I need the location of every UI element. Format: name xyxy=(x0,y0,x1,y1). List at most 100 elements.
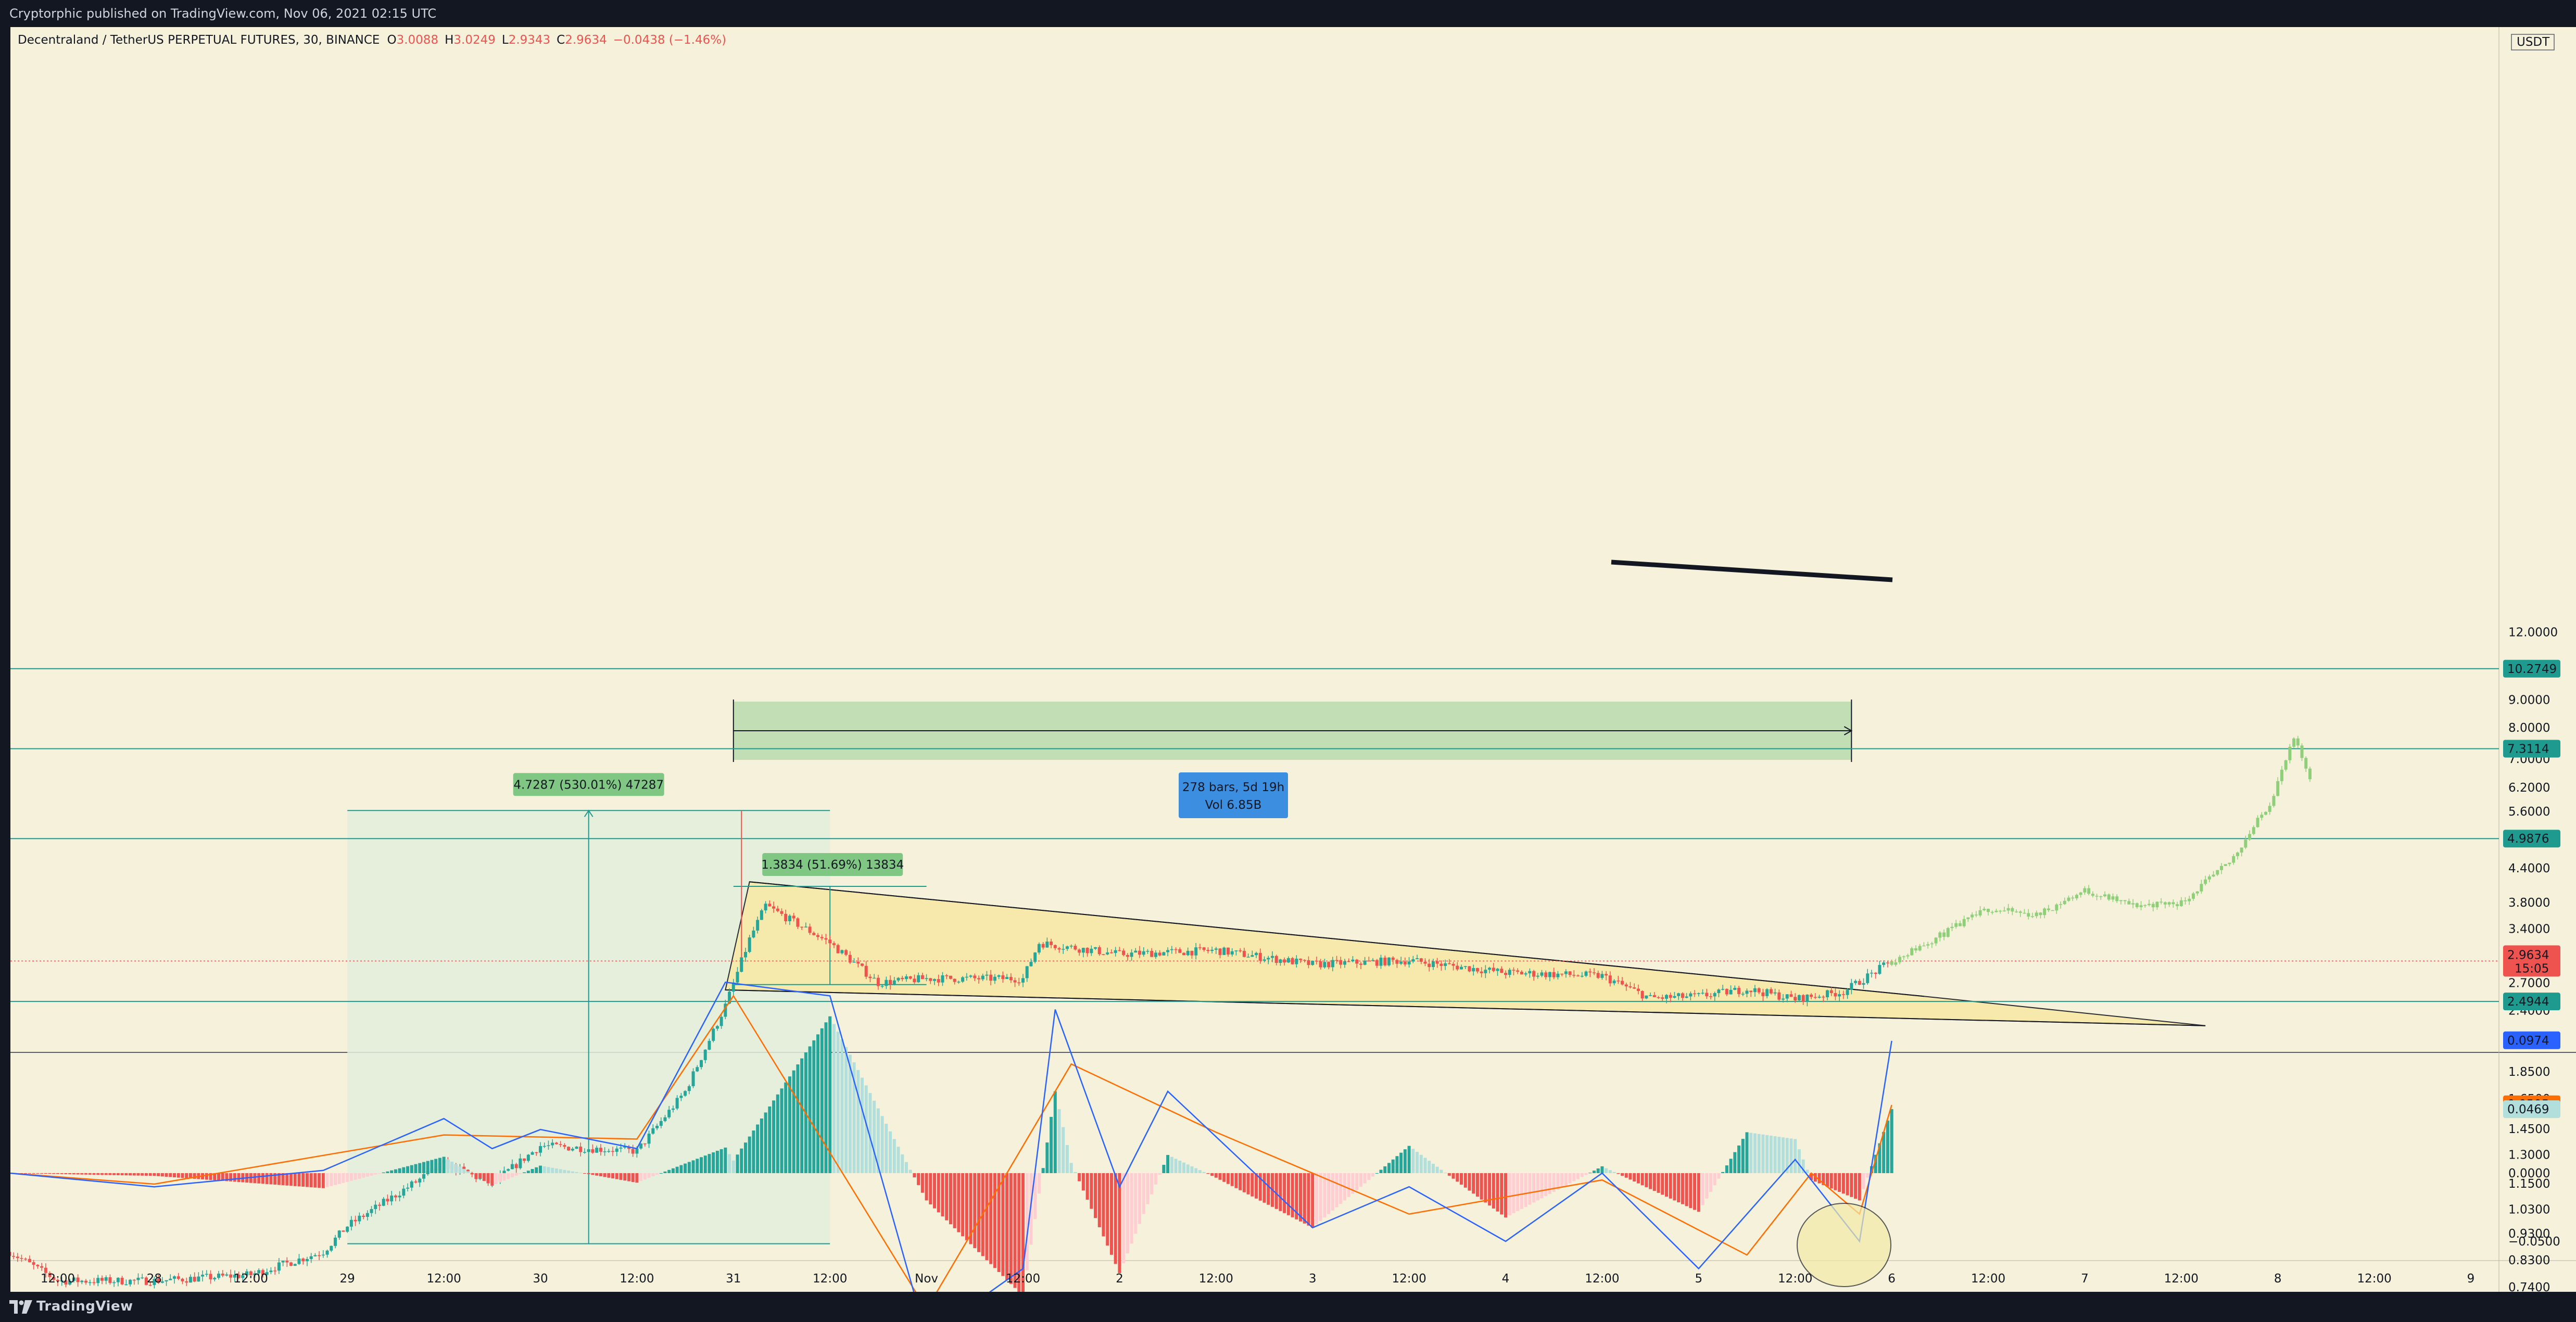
macd-axis-tick-label: 0.0000 xyxy=(2508,1167,2550,1180)
macd-histogram-bar xyxy=(1090,1173,1093,1209)
price-candle xyxy=(1773,992,1777,994)
price-candle xyxy=(217,1274,220,1278)
price-candle xyxy=(1721,989,1725,990)
macd-histogram-bar xyxy=(667,1170,671,1173)
macd-histogram-bar xyxy=(1130,1173,1133,1244)
price-candle xyxy=(687,1086,691,1091)
wedge-lower-trendline xyxy=(725,989,2206,1026)
macd-histogram-bar xyxy=(390,1170,394,1173)
price-candle xyxy=(1258,952,1262,961)
price-candle xyxy=(1327,962,1331,968)
macd-histogram-bar xyxy=(1649,1173,1652,1189)
macd-histogram-bar xyxy=(325,1173,329,1187)
projection-candle xyxy=(2139,905,2143,907)
macd-histogram-bar xyxy=(1439,1170,1443,1173)
price-candle xyxy=(1753,988,1757,993)
macd-histogram-bar xyxy=(313,1173,317,1188)
price-candle xyxy=(293,1264,297,1266)
macd-histogram-bar xyxy=(1246,1173,1250,1194)
time-axis-tick-label: 7 xyxy=(2081,1272,2089,1286)
macd-histogram-bar xyxy=(1460,1173,1463,1185)
price-candle xyxy=(1500,969,1504,973)
macd-histogram-bar xyxy=(1600,1166,1604,1173)
price-candle xyxy=(16,1256,19,1259)
price-candle xyxy=(1053,945,1057,948)
legend-close-value: 2.9634 xyxy=(565,33,607,47)
macd-histogram-bar xyxy=(1612,1172,1616,1173)
measure-range-label-bg xyxy=(513,773,664,796)
projection-candle xyxy=(1987,909,1990,912)
projection-candle xyxy=(2079,892,2082,895)
price-candle xyxy=(56,1279,59,1282)
price-candle xyxy=(1234,950,1238,951)
price-candle xyxy=(36,1265,40,1266)
macd-histogram-bar xyxy=(904,1162,908,1173)
price-candle xyxy=(1367,960,1371,962)
macd-histogram-bar xyxy=(1665,1173,1668,1197)
price-candle xyxy=(1878,964,1882,974)
price-candle xyxy=(1085,948,1089,954)
price-candle xyxy=(712,1028,715,1041)
price-candle xyxy=(1146,950,1150,952)
projection-candle xyxy=(2148,904,2151,905)
macd-histogram-bar xyxy=(1693,1173,1697,1210)
price-axis-tick-label: 9.0000 xyxy=(2508,694,2550,707)
macd-histogram-bar xyxy=(908,1170,912,1173)
price-candle xyxy=(547,1145,550,1147)
price-candle xyxy=(1681,993,1684,998)
macd-histogram-bar xyxy=(740,1148,743,1173)
macd-histogram-bar xyxy=(225,1173,229,1181)
chart-svg[interactable]: 12.00009.00008.00007.00006.20005.60004.4… xyxy=(10,27,2576,1292)
time-axis-tick-label: 12:00 xyxy=(234,1272,268,1286)
macd-histogram-bar xyxy=(1512,1173,1516,1213)
price-candle xyxy=(937,979,940,983)
projection-candle xyxy=(2188,898,2191,901)
macd-histogram-bar xyxy=(776,1094,779,1173)
price-candle xyxy=(349,1219,353,1227)
projection-candle xyxy=(1922,945,1926,947)
macd-histogram-bar xyxy=(1371,1173,1375,1177)
macd-histogram-bar xyxy=(1347,1173,1350,1197)
macd-histogram-bar xyxy=(1829,1173,1833,1189)
price-candle xyxy=(1568,971,1572,975)
price-candle xyxy=(796,918,800,927)
macd-histogram-bar xyxy=(1190,1166,1194,1173)
price-candle xyxy=(599,1148,602,1152)
price-candle xyxy=(1717,989,1721,994)
macd-histogram-bar xyxy=(526,1171,530,1173)
price-candle xyxy=(1170,949,1173,950)
projection-candle xyxy=(1894,962,1898,965)
macd-histogram-bar xyxy=(362,1173,365,1178)
price-candle xyxy=(418,1178,422,1183)
price-candle xyxy=(1685,996,1688,998)
price-candle xyxy=(1411,959,1415,962)
macd-histogram-bar xyxy=(792,1070,795,1173)
price-candle xyxy=(1331,960,1334,968)
projection-candle xyxy=(1914,948,1917,951)
macd-histogram-bar xyxy=(510,1173,514,1178)
macd-histogram-bar xyxy=(44,1173,47,1174)
price-candle xyxy=(1536,975,1539,977)
price-candle xyxy=(539,1146,542,1153)
macd-histogram-bar xyxy=(1560,1173,1564,1188)
price-candle xyxy=(832,943,836,945)
macd-histogram-bar xyxy=(700,1157,703,1173)
chart-canvas[interactable]: 12.0000 9.0000 8.0000 7.0000 6.2000 5.6000 4.4… xyxy=(10,27,2576,1292)
projection-candle xyxy=(2123,900,2127,901)
projection-candle xyxy=(2083,888,2087,893)
macd-histogram-bar xyxy=(309,1173,313,1188)
price-axis-tick-label: 1.3000 xyxy=(2508,1148,2550,1162)
price-axis-tick-label: 2.7000 xyxy=(2508,976,2550,990)
price-candle xyxy=(691,1071,695,1086)
projection-candle xyxy=(2119,900,2123,901)
projection-candle xyxy=(2075,895,2078,898)
macd-histogram-bar xyxy=(1158,1173,1161,1175)
macd-histogram-bar xyxy=(885,1124,888,1173)
macd-histogram-bar xyxy=(1633,1173,1636,1182)
price-candle xyxy=(904,976,908,980)
price-candle xyxy=(719,1016,723,1026)
price-candle xyxy=(933,979,937,981)
price-candle xyxy=(1661,997,1664,999)
macd-histogram-bar xyxy=(1617,1173,1620,1174)
time-axis-tick-label: 28 xyxy=(147,1272,162,1286)
